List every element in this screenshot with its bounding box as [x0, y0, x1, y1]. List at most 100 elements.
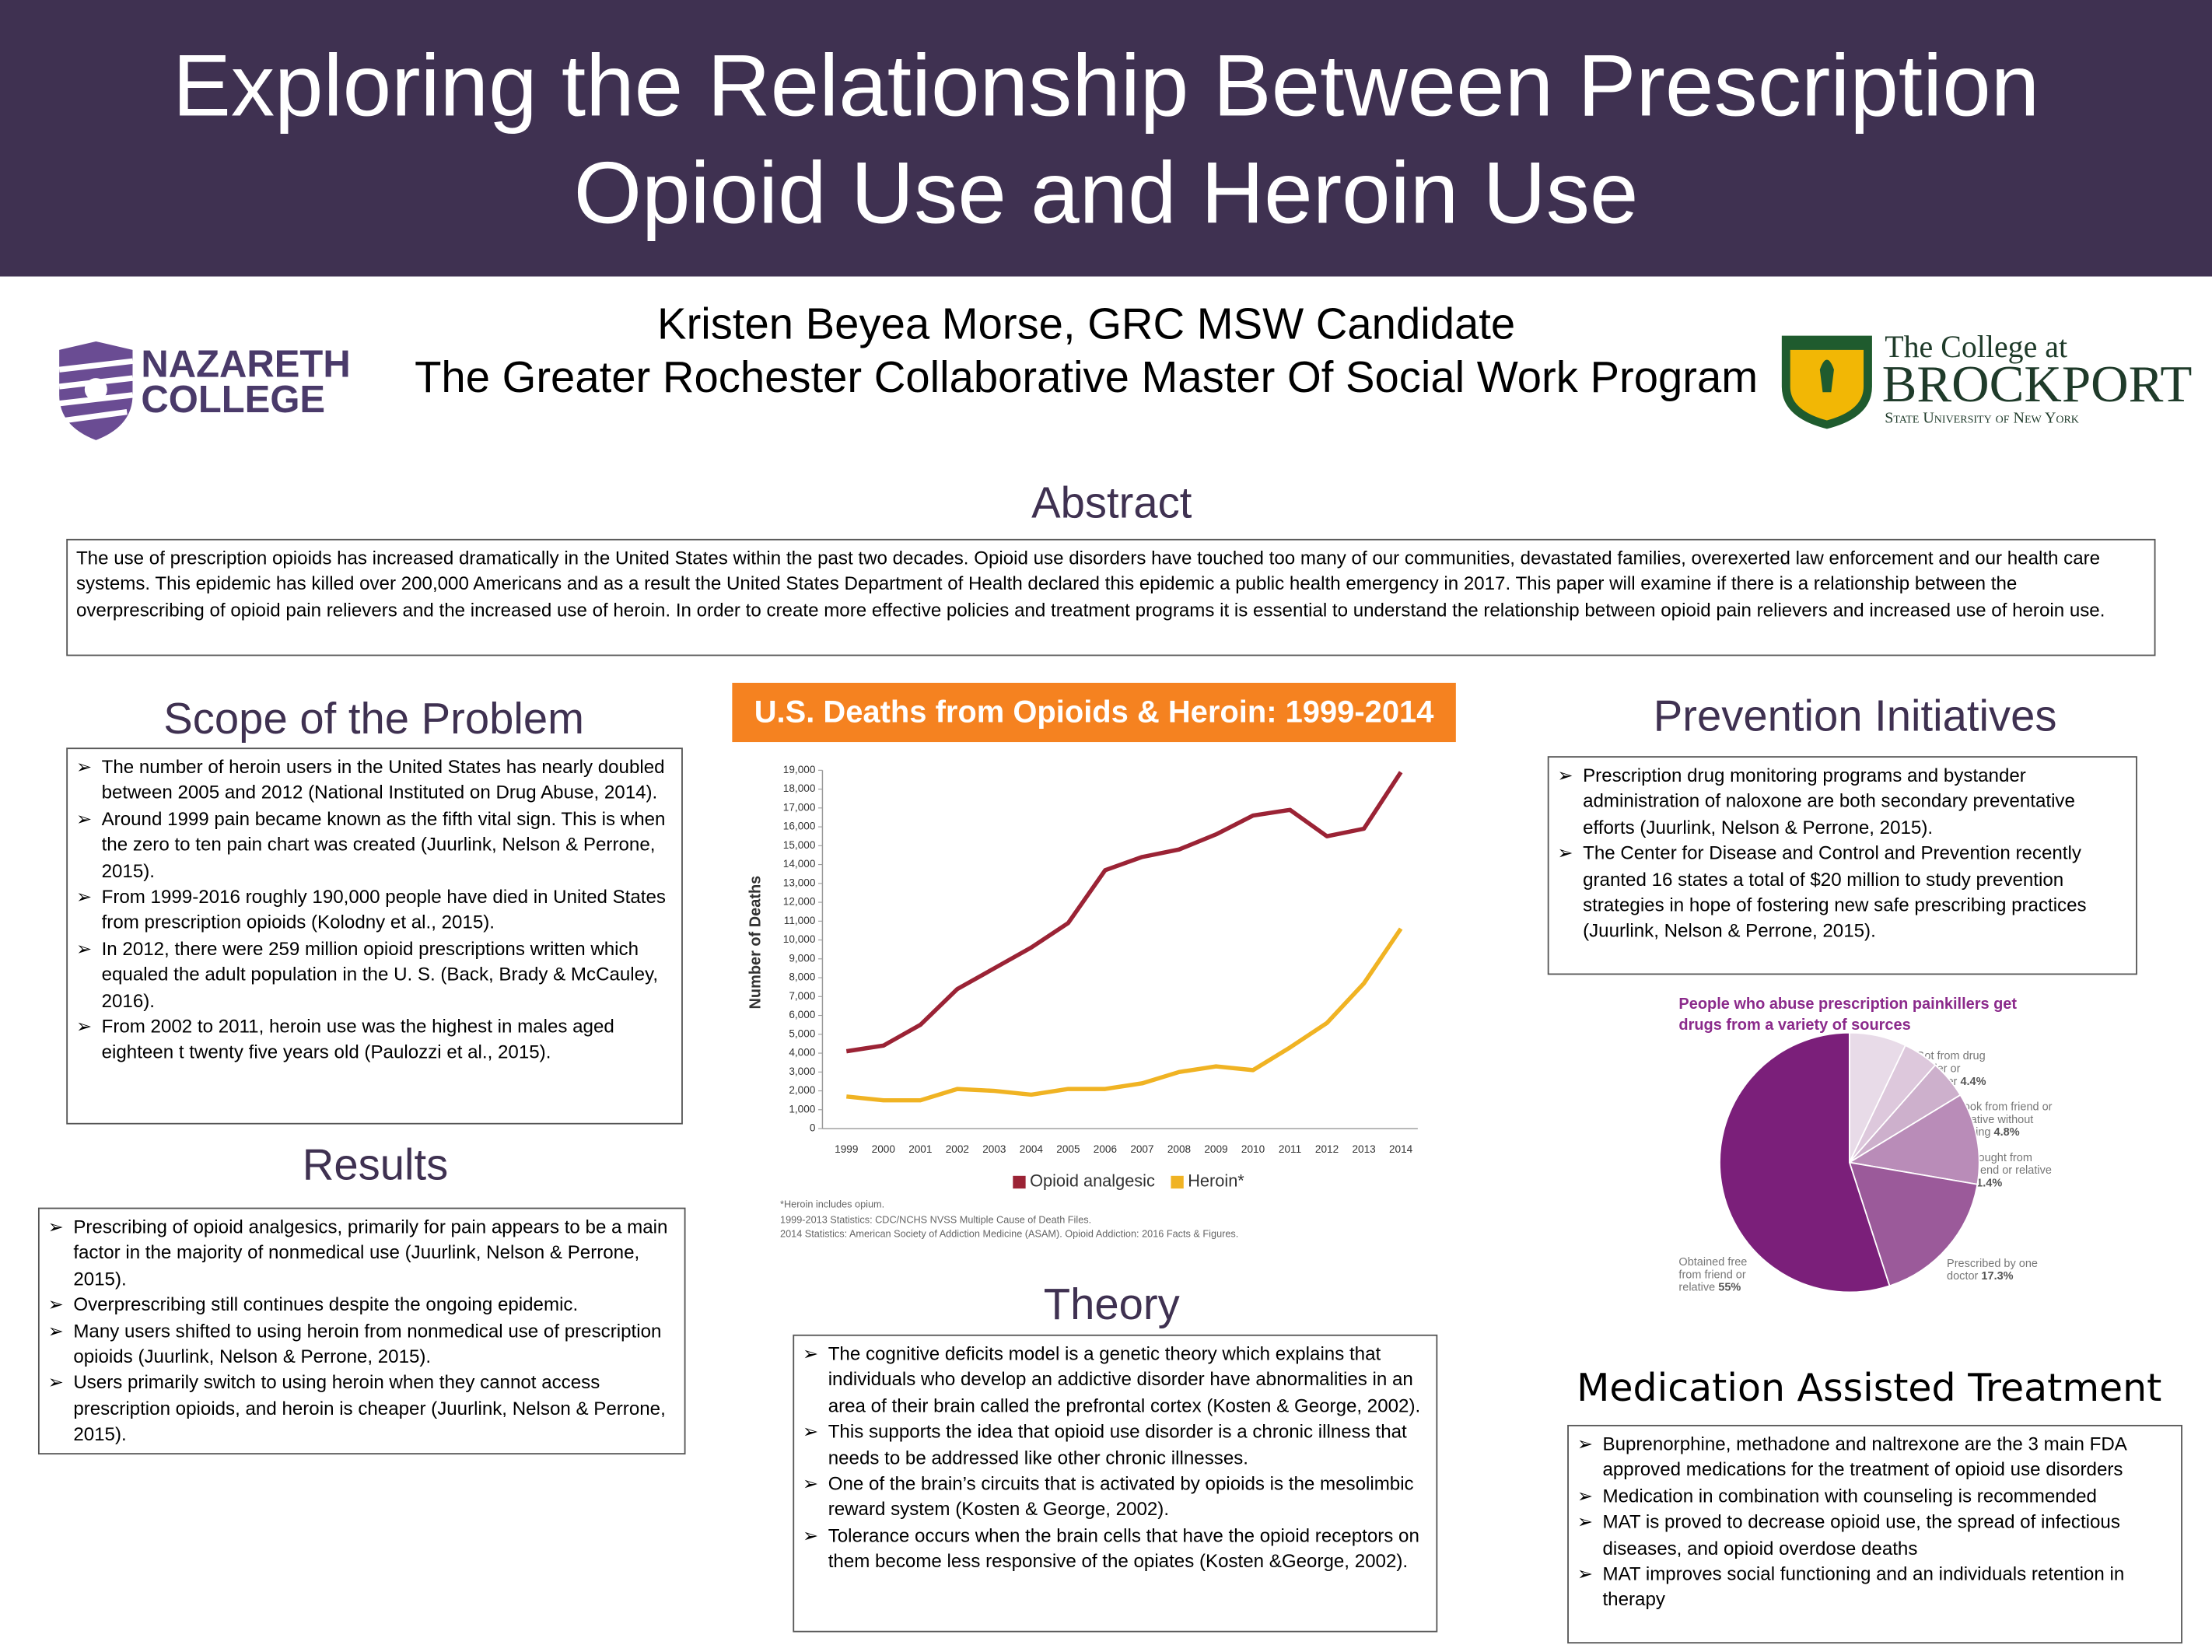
header: Exploring the Relationship Between Presc… — [0, 0, 2212, 277]
section-heading: Abstract — [1031, 478, 1192, 528]
title: Opioid Use and Heroin Use — [573, 145, 1639, 243]
x-tick-label: 2013 — [1352, 1143, 1375, 1155]
logo-text: State University of New York — [1885, 409, 2079, 426]
slice-name: Prescribed by one doctor — [1947, 1257, 2039, 1283]
y-tick-label: 6,000 — [789, 1009, 815, 1020]
y-tick-label: 10,000 — [783, 933, 816, 945]
y-tick-label: 14,000 — [783, 858, 816, 870]
pie-slice — [1847, 1094, 1980, 1185]
bullet-item: In 2012, there were 259 million opioid p… — [76, 936, 674, 1014]
bullet-item: MAT is proved to decrease opioid use, th… — [1577, 1510, 2172, 1562]
y-tick-label: 9,000 — [789, 952, 815, 964]
pie-label: Bought from friend or relative 11.4% — [1971, 1151, 2056, 1189]
section-heading: Results — [302, 1139, 449, 1190]
section-heading: Prevention Initiatives — [1653, 691, 2057, 741]
y-tick-label: 17,000 — [783, 801, 816, 813]
chart-title: U.S. Deaths from Opioids & Heroin: 1999-… — [732, 682, 1456, 743]
y-tick-label: 13,000 — [783, 877, 816, 888]
y-tick-label: 1,000 — [789, 1103, 815, 1115]
y-tick-label: 18,000 — [783, 782, 816, 794]
bullet-item: One of the brain’s circuits that is acti… — [803, 1472, 1428, 1524]
logo-text: BROCKPORT — [1882, 355, 2193, 413]
logo-text: The College at — [1885, 330, 2067, 364]
prevention-box: Prescription drug monitoring programs an… — [1547, 756, 2137, 975]
y-tick-label: 16,000 — [783, 821, 816, 832]
x-tick-label: 2008 — [1167, 1143, 1191, 1155]
torch — [1819, 359, 1834, 393]
legend-swatch — [1171, 1175, 1184, 1189]
x-tick-label: 2002 — [946, 1143, 969, 1155]
y-tick-label: 8,000 — [789, 971, 815, 983]
bullet-item: The cognitive deficits model is a geneti… — [803, 1342, 1428, 1419]
bullet-item: MAT improves social functioning and an i… — [1577, 1562, 2172, 1614]
slice-value: 4.4% — [1960, 1075, 1986, 1088]
x-tick-label: 2007 — [1130, 1143, 1153, 1155]
slice-value: 55% — [1718, 1280, 1741, 1294]
slice-value: 17.3% — [1981, 1269, 2014, 1283]
brockport-logo: The College at BROCKPORT State Universit… — [1781, 330, 2193, 429]
legend-swatch — [1013, 1175, 1026, 1189]
y-tick-label: 11,000 — [784, 915, 816, 926]
y-tick-label: 7,000 — [789, 990, 815, 1002]
bullet-item: The Center for Disease and Control and P… — [1557, 841, 2127, 945]
x-tick-label: 2006 — [1094, 1143, 1117, 1155]
chart-note: *Heroin includes opium. — [780, 1200, 885, 1211]
bullet-list: Buprenorphine, methadone and naltrexone … — [1577, 1432, 2172, 1614]
y-tick-label: 5,000 — [789, 1027, 815, 1039]
x-tick-label: 2014 — [1389, 1143, 1413, 1155]
pie-slice — [1848, 1161, 1979, 1287]
slice-name: Obtained free from friend or relative — [1678, 1255, 1748, 1294]
y-tick-label: 19,000 — [783, 764, 816, 775]
abstract-box: The use of prescription opioids has incr… — [66, 538, 2156, 656]
author: Kristen Beyea Morse, GRC MSW Candidate — [657, 299, 1516, 349]
mat-box: Buprenorphine, methadone and naltrexone … — [1567, 1424, 2182, 1644]
slice-value: 4.8% — [1993, 1125, 2020, 1139]
section-heading: Theory — [1043, 1279, 1180, 1329]
pie-label: Prescribed by one doctor 17.3% — [1947, 1257, 2060, 1283]
x-tick-label: 2000 — [872, 1143, 896, 1155]
section-heading: Scope of the Problem — [163, 694, 585, 744]
bullet-item: From 2002 to 2011, heroin use was the hi… — [76, 1014, 674, 1066]
scope-box: The number of heroin users in the United… — [66, 747, 683, 1125]
section-heading: Medication Assisted Treatment — [1577, 1367, 2162, 1411]
bullet-item: Prescription drug monitoring programs an… — [1557, 763, 2127, 841]
x-tick-label: 2010 — [1241, 1143, 1265, 1155]
bullet-item: From 1999-2016 roughly 190,000 people ha… — [76, 884, 674, 936]
bullet-item: The number of heroin users in the United… — [76, 754, 674, 807]
pie-title: People who abuse prescription painkiller… — [1678, 996, 2018, 1034]
bullet-list: The number of heroin users in the United… — [76, 754, 673, 1066]
bullet-item: Many users shifted to using heroin from … — [48, 1318, 675, 1370]
x-tick-label: 2004 — [1020, 1143, 1044, 1155]
line-series — [846, 927, 1403, 1103]
emblem — [84, 378, 107, 401]
x-tick-label: 2003 — [982, 1143, 1006, 1155]
x-tick-label: 2009 — [1204, 1143, 1227, 1155]
logo-text: NAZARETH — [141, 344, 350, 386]
bullet-item: Around 1999 pain became known as the fif… — [76, 807, 674, 884]
bullet-item: Prescribing of opioid analgesics, primar… — [48, 1215, 675, 1293]
bullet-list: Prescribing of opioid analgesics, primar… — [48, 1215, 676, 1448]
y-axis-label: Number of Deaths — [747, 876, 764, 1010]
bullet-item: Buprenorphine, methadone and naltrexone … — [1577, 1432, 2172, 1484]
program: The Greater Rochester Collaborative Mast… — [415, 352, 1759, 402]
pie-label: Obtained free from friend or relative 55… — [1678, 1255, 1763, 1293]
abstract-text: The use of prescription opioids has incr… — [75, 547, 2105, 621]
x-tick-label: 2005 — [1056, 1143, 1080, 1155]
slice-name: Bought from friend or relative — [1970, 1151, 2052, 1177]
results-box: Prescribing of opioid analgesics, primar… — [37, 1207, 686, 1455]
line-series — [845, 771, 1403, 1054]
y-tick-label: 12,000 — [783, 896, 816, 908]
chart-note: 1999-2013 Statistics: CDC/NCHS NVSS Mult… — [780, 1216, 1092, 1227]
bullet-item: Medication in combination with counselin… — [1577, 1484, 2172, 1510]
y-tick-label: 4,000 — [789, 1047, 815, 1059]
nazareth-logo: NAZARETH COLLEGE — [58, 341, 351, 440]
y-tick-label: 0 — [810, 1122, 816, 1134]
bullet-item: Tolerance occurs when the brain cells th… — [803, 1524, 1428, 1576]
bullet-list: The cognitive deficits model is a geneti… — [803, 1342, 1428, 1575]
bullet-item: Users primarily switch to using heroin w… — [48, 1370, 675, 1448]
title: Exploring the Relationship Between Presc… — [172, 37, 2040, 136]
theory-box: The cognitive deficits model is a geneti… — [793, 1334, 1438, 1633]
